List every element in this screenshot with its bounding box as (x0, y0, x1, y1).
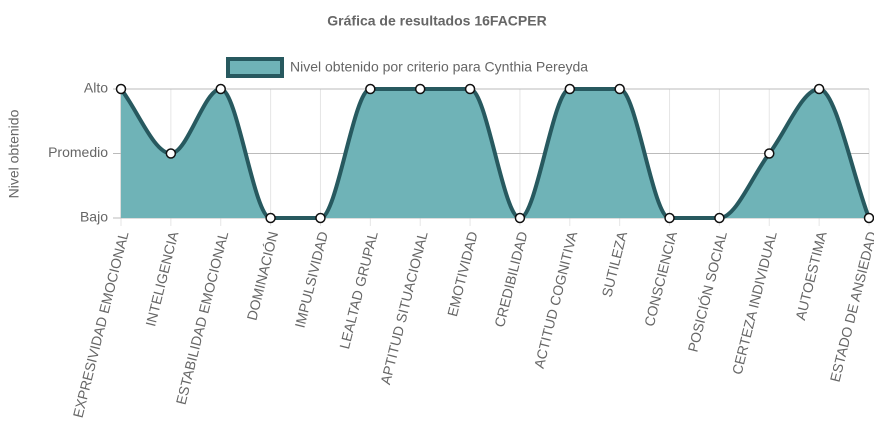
point (813, 83, 825, 95)
y-axis-label: Nivel obtenido (6, 109, 22, 198)
x-tick-label: APTITUD SITUACIONAL (377, 230, 431, 387)
point (564, 83, 576, 95)
point (614, 83, 625, 95)
y-tick-label: Alto (84, 80, 108, 96)
point (863, 212, 874, 224)
legend-label: Nivel obtenido por criterio para Cynthia… (290, 59, 588, 75)
x-tick-label: DOMINACIÓN (244, 230, 282, 322)
x-tick-label: AUTOESTIMA (792, 229, 830, 322)
x-tick-label: EMOTIVIDAD (444, 230, 481, 318)
x-tick-label: SUTILEZA (598, 229, 630, 298)
point (664, 212, 675, 224)
x-tick-label: CERTEZA INDIVIDUAL (729, 230, 780, 376)
point (215, 83, 226, 95)
x-tick-label: POSICIÓN SOCIAL (684, 230, 730, 354)
x-tick-label: CONSCIENCIA (641, 229, 680, 328)
point (764, 148, 775, 159)
x-tick-label: CREDIBILIDAD (491, 230, 530, 329)
point (315, 212, 326, 224)
point (714, 212, 725, 224)
x-tick-label: EXPRESIVIDAD EMOCIONAL (70, 230, 132, 420)
x-tick-label: ESTADO DE ANSIEDAD (827, 230, 874, 384)
point (414, 83, 426, 95)
point (165, 148, 177, 159)
point (514, 212, 526, 224)
y-tick-label: Promedio (48, 144, 108, 160)
legend-swatch (226, 57, 284, 78)
x-tick-label: ACTITUD COGNITIVA (531, 229, 581, 370)
x-tick-label: INTELIGENCIA (142, 229, 181, 328)
chart-title: Gráfica de resultados 16FACPER (327, 13, 546, 29)
point (265, 212, 276, 224)
x-tick-label: LEALTAD GRUPAL (336, 230, 381, 351)
point (365, 83, 376, 95)
y-tick-label: Bajo (80, 209, 108, 225)
x-tick-label: IMPULSIVIDAD (292, 230, 331, 330)
point (464, 83, 476, 95)
line (119, 86, 871, 221)
x-tick-label: ESTABILIDAD EMOCIONAL (173, 230, 232, 407)
point (115, 83, 127, 95)
